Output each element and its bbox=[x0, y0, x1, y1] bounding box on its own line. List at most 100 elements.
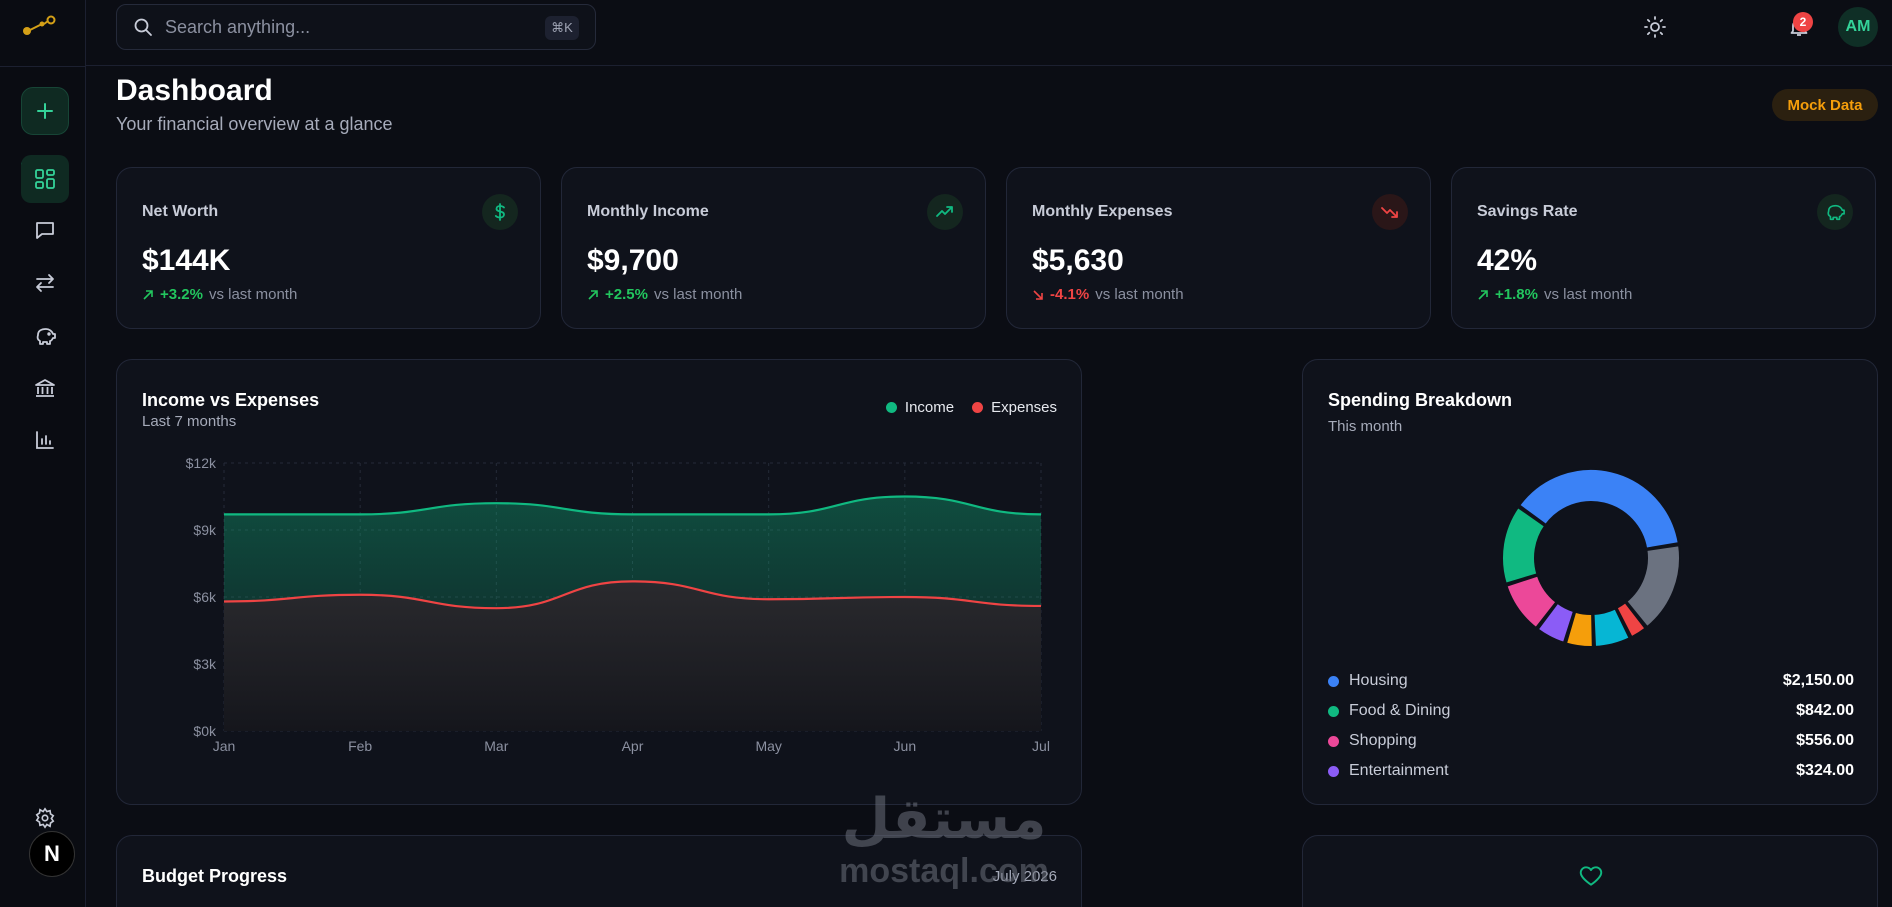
app-logo[interactable] bbox=[22, 14, 56, 38]
search-placeholder: Search anything... bbox=[165, 16, 311, 37]
watermark: مستقل mostaql.com bbox=[839, 787, 1049, 890]
watermark-latin: mostaql.com bbox=[839, 852, 1049, 890]
category-name: Food & Dining bbox=[1349, 702, 1451, 719]
donut-slice-shopping bbox=[1505, 574, 1558, 630]
donut-slice-housing bbox=[1517, 468, 1680, 550]
search-icon bbox=[134, 18, 152, 36]
donut-slice-entertainment bbox=[1536, 601, 1576, 645]
arrow-up-right-icon bbox=[588, 289, 598, 300]
framework-badge[interactable]: N bbox=[29, 831, 75, 877]
stat-label: Savings Rate bbox=[1477, 203, 1578, 220]
legend-dot bbox=[972, 402, 984, 413]
topbar: Search anything... ⌘K bbox=[86, 0, 1892, 66]
x-tick-label: Mar bbox=[484, 738, 508, 754]
dollar-icon bbox=[494, 203, 505, 221]
spending-subtitle: This month bbox=[1328, 418, 1403, 435]
category-name: Shopping bbox=[1349, 732, 1417, 749]
trending-up-icon bbox=[936, 206, 953, 217]
stat-change: +3.2% vs last month bbox=[142, 286, 297, 303]
page-subtitle: Your financial overview at a glance bbox=[116, 114, 393, 134]
stat-change-value: -4.1% bbox=[1050, 286, 1090, 303]
stat-change-value: +1.8% bbox=[1495, 286, 1538, 303]
legend-item-income[interactable]: Income bbox=[885, 399, 955, 416]
plus-icon bbox=[37, 103, 53, 119]
y-tick-label: $3k bbox=[193, 656, 217, 672]
spending-title: Spending Breakdown bbox=[1328, 390, 1513, 410]
category-name: Entertainment bbox=[1349, 762, 1449, 779]
stat-icon-wrap bbox=[1372, 194, 1408, 230]
legend-label: Income bbox=[904, 399, 955, 416]
spending-row[interactable]: Food & Dining $842.00 bbox=[1328, 699, 1854, 723]
donut-slice-healthcare bbox=[1564, 610, 1594, 648]
stat-change-suffix: vs last month bbox=[653, 286, 743, 303]
stat-value: 42% bbox=[1477, 244, 1538, 277]
watermark-arabic: مستقل bbox=[842, 787, 1047, 852]
stat-card-monthly-expenses: Monthly Expenses $5,630 -4.1% vs last mo… bbox=[1006, 167, 1431, 329]
category-dot bbox=[1328, 735, 1339, 747]
sidebar-item-reports[interactable] bbox=[21, 416, 69, 464]
sidebar-item-transactions[interactable] bbox=[21, 259, 69, 307]
bank-icon bbox=[35, 379, 55, 397]
stat-change: +1.8% vs last month bbox=[1477, 286, 1632, 303]
stat-change: -4.1% vs last month bbox=[1032, 286, 1184, 303]
stat-label: Monthly Expenses bbox=[1032, 203, 1173, 220]
framework-badge-letter: N bbox=[44, 841, 60, 866]
category-name: Housing bbox=[1349, 672, 1408, 689]
spending-row[interactable]: Housing $2,150.00 bbox=[1328, 669, 1854, 693]
chart-subtitle: Last 7 months bbox=[142, 413, 237, 430]
x-tick-label: Jun bbox=[894, 738, 917, 754]
sidebar-item-chat[interactable] bbox=[21, 206, 69, 254]
spending-donut-chart bbox=[1501, 468, 1681, 648]
y-tick-label: $0k bbox=[193, 723, 217, 739]
sidebar-item-savings[interactable] bbox=[21, 312, 69, 360]
financial-health-card bbox=[1302, 835, 1878, 907]
search-shortcut: ⌘K bbox=[545, 16, 579, 40]
stat-value: $9,700 bbox=[587, 244, 679, 277]
x-tick-label: Feb bbox=[348, 738, 372, 754]
mock-data-badge: Mock Data bbox=[1772, 89, 1878, 121]
area-expenses bbox=[224, 581, 1041, 731]
dashboard-icon bbox=[35, 169, 55, 189]
notification-badge: 2 bbox=[1793, 12, 1813, 32]
chart-title: Income vs Expenses bbox=[142, 390, 320, 410]
sun-icon bbox=[1644, 16, 1666, 38]
legend-item-expenses[interactable]: Expenses bbox=[972, 399, 1057, 416]
chat-icon bbox=[36, 222, 54, 239]
x-tick-label: May bbox=[755, 738, 781, 754]
donut-slice-utilities bbox=[1592, 607, 1631, 648]
category-dot bbox=[1328, 675, 1339, 687]
donut-slice-other bbox=[1624, 544, 1681, 629]
stat-value: $144K bbox=[142, 244, 231, 277]
avatar[interactable]: AM bbox=[1838, 7, 1878, 47]
add-button[interactable] bbox=[21, 87, 69, 135]
settings-button[interactable] bbox=[31, 804, 59, 832]
line-income bbox=[223, 495, 1042, 516]
theme-toggle-button[interactable] bbox=[1640, 12, 1670, 42]
stat-change-suffix: vs last month bbox=[208, 286, 298, 303]
sidebar-item-accounts[interactable] bbox=[21, 364, 69, 412]
arrows-swap-icon bbox=[36, 274, 54, 292]
search-input[interactable]: Search anything... ⌘K bbox=[116, 4, 596, 50]
piggy-bank-icon bbox=[36, 328, 56, 345]
budget-title: Budget Progress bbox=[142, 866, 288, 886]
sidebar-item-dashboard[interactable] bbox=[21, 155, 69, 203]
chart-legend: Income Expenses bbox=[885, 399, 1057, 416]
arrow-down-right-icon bbox=[1033, 289, 1043, 300]
x-tick-label: Jan bbox=[213, 738, 236, 754]
stat-label: Monthly Income bbox=[587, 203, 709, 220]
donut-slice-transportation bbox=[1615, 600, 1647, 639]
budget-date: July 2026 bbox=[992, 868, 1057, 885]
bar-chart-icon bbox=[36, 431, 54, 449]
spending-row[interactable]: Shopping $556.00 bbox=[1328, 729, 1854, 753]
page-title: Dashboard bbox=[116, 74, 273, 107]
category-amount: $556.00 bbox=[1796, 732, 1854, 749]
stat-card-net-worth: Net Worth $144K +3.2% vs last month bbox=[116, 167, 541, 329]
income-expenses-chart: $0k $3k $6k $9k $12k Jan Feb Mar Apr May Jun Jul bbox=[186, 455, 1050, 754]
y-tick-label: $6k bbox=[193, 589, 217, 605]
category-amount: $324.00 bbox=[1796, 762, 1854, 779]
donut-slice-food-dining bbox=[1501, 505, 1547, 585]
spending-row[interactable]: Entertainment $324.00 bbox=[1328, 759, 1854, 783]
legend-label: Expenses bbox=[991, 399, 1057, 416]
stat-change-suffix: vs last month bbox=[1095, 286, 1184, 303]
x-tick-label: Apr bbox=[622, 738, 644, 754]
